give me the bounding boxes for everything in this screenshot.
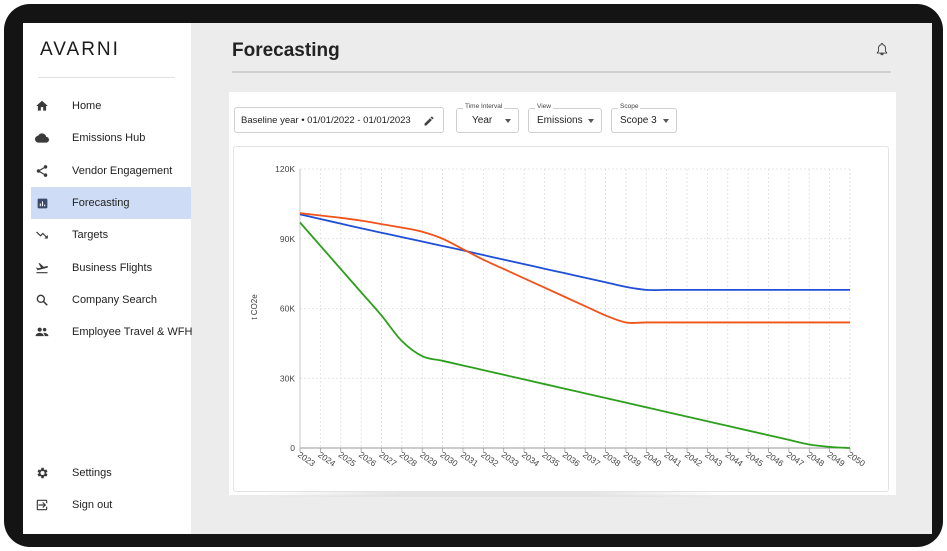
sign-out-icon — [35, 498, 49, 512]
sidebar-item-label: Employee Travel & WFH — [72, 326, 193, 338]
title-divider — [232, 71, 891, 73]
time-interval-legend: Time Interval — [463, 103, 505, 110]
x-tick-label: 2038 — [601, 449, 622, 468]
x-tick-label: 2024 — [316, 449, 337, 468]
view-value: Emissions — [537, 115, 583, 126]
time-interval-select[interactable]: Time Interval Year — [456, 103, 519, 133]
series-line-0 — [299, 213, 850, 292]
y-tick-label: 60K — [280, 304, 295, 314]
sidebar-item-label: Settings — [72, 467, 112, 479]
x-tick-label: 2041 — [663, 449, 684, 468]
page-title: Forecasting — [232, 40, 340, 61]
x-tick-label: 2027 — [377, 449, 398, 468]
sidebar-item-employee-travel[interactable]: Employee Travel & WFH — [31, 316, 193, 348]
sidebar-item-label: Sign out — [72, 499, 113, 511]
sidebar-item-label: Forecasting — [72, 197, 130, 209]
y-axis-label: t CO2e — [250, 294, 259, 320]
x-tick-label: 2044 — [724, 449, 745, 468]
x-tick-label: 2032 — [479, 449, 500, 468]
sidebar-item-emissions-hub[interactable]: Emissions Hub — [31, 122, 191, 154]
x-tick-label: 2033 — [500, 449, 521, 468]
sidebar-item-company-search[interactable]: Company Search — [31, 284, 191, 316]
sidebar: AVARNI Home Emissions Hub Vendor Engagem… — [23, 23, 193, 534]
x-tick-label: 2037 — [581, 449, 602, 468]
sidebar-item-label: Emissions Hub — [72, 132, 146, 144]
view-select[interactable]: View Emissions — [528, 103, 602, 133]
share-icon — [35, 164, 49, 178]
chevron-down-icon — [588, 119, 594, 123]
x-tick-label: 2023 — [296, 449, 317, 468]
series-line-2 — [299, 221, 851, 449]
chevron-down-icon — [663, 119, 669, 123]
x-tick-label: 2028 — [398, 449, 419, 468]
y-tick-label: 90K — [280, 234, 295, 244]
x-tick-label: 2030 — [438, 449, 459, 468]
gear-icon — [35, 466, 49, 480]
x-tick-label: 2043 — [703, 449, 724, 468]
sidebar-item-targets[interactable]: Targets — [31, 219, 191, 251]
sidebar-item-business-flights[interactable]: Business Flights — [31, 252, 191, 284]
x-tick-label: 2049 — [825, 449, 846, 468]
y-tick-label: 120K — [275, 164, 295, 174]
sidebar-item-label: Home — [72, 100, 102, 112]
x-tick-label: 2029 — [418, 449, 439, 468]
x-tick-label: 2048 — [805, 449, 826, 468]
sidebar-item-settings[interactable]: Settings — [31, 457, 191, 489]
search-icon — [35, 293, 49, 307]
x-tick-label: 2036 — [561, 449, 582, 468]
app-screen: AVARNI Home Emissions Hub Vendor Engagem… — [23, 23, 932, 534]
y-tick-label: 30K — [280, 373, 295, 383]
x-tick-label: 2026 — [357, 449, 378, 468]
people-icon — [35, 325, 49, 339]
x-tick-label: 2046 — [764, 449, 785, 468]
sidebar-item-vendor-engagement[interactable]: Vendor Engagement — [31, 155, 191, 187]
flight-takeoff-icon — [35, 261, 49, 275]
trending-down-icon — [35, 228, 49, 242]
app-logo: AVARNI — [40, 39, 120, 60]
x-tick-label: 2040 — [642, 449, 663, 468]
view-legend: View — [535, 103, 553, 110]
chevron-down-icon — [505, 119, 511, 123]
forecast-panel: Baseline year • 01/01/2022 - 01/01/2023 … — [229, 92, 896, 495]
scope-legend: Scope — [618, 103, 641, 110]
x-tick-label: 2025 — [337, 449, 358, 468]
forecast-chart-card: 0 30K 60K 90K 120K 2023 2024 2025 2026 2027 2028 20… — [233, 146, 889, 492]
chart-icon — [35, 196, 49, 210]
x-tick-label: 2042 — [683, 449, 704, 468]
x-tick-label: 2039 — [622, 449, 643, 468]
cloud-icon — [35, 131, 49, 145]
x-tick-label: 2031 — [459, 449, 480, 468]
chart-series — [299, 212, 851, 449]
scroll-shadow — [259, 492, 729, 497]
x-tick-label: 2047 — [785, 449, 806, 468]
sidebar-item-label: Targets — [72, 229, 109, 241]
scope-select[interactable]: Scope Scope 3 — [611, 103, 677, 133]
home-icon — [35, 99, 49, 113]
bell-icon[interactable] — [875, 42, 889, 56]
baseline-year-selector[interactable]: Baseline year • 01/01/2022 - 01/01/2023 — [234, 107, 444, 133]
sidebar-item-sign-out[interactable]: Sign out — [31, 489, 191, 521]
sidebar-item-home[interactable]: Home — [31, 90, 191, 122]
time-interval-value: Year — [472, 115, 493, 126]
sidebar-item-forecasting[interactable]: Forecasting — [31, 187, 191, 219]
sidebar-item-label: Business Flights — [72, 262, 153, 274]
pencil-icon[interactable] — [423, 114, 435, 126]
y-tick-label: 0 — [290, 443, 295, 453]
scope-value: Scope 3 — [620, 115, 657, 126]
x-tick-label: 2050 — [846, 449, 867, 468]
series-line-1 — [299, 212, 850, 324]
chart-grid — [299, 168, 851, 449]
x-tick-label: 2035 — [540, 449, 561, 468]
logo-divider — [38, 77, 175, 78]
x-tick-label: 2045 — [744, 449, 765, 468]
sidebar-item-label: Company Search — [72, 294, 157, 306]
device-frame: AVARNI Home Emissions Hub Vendor Engagem… — [4, 4, 943, 547]
baseline-year-text: Baseline year • 01/01/2022 - 01/01/2023 — [241, 114, 411, 126]
sidebar-item-label: Vendor Engagement — [72, 165, 173, 177]
x-tick-label: 2034 — [520, 449, 541, 468]
